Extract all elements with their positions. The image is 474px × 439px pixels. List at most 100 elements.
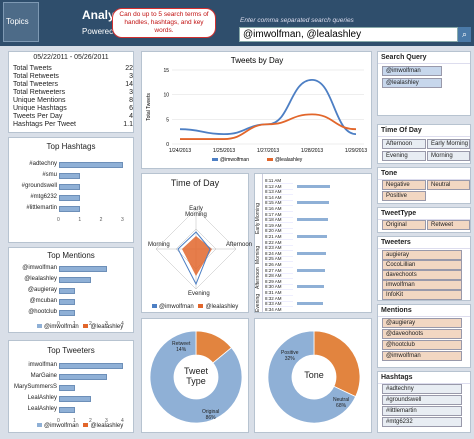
timeline-row: 8:25 AM [265,256,293,263]
radar-chart [155,208,237,290]
filter-chip[interactable]: Morning [427,151,470,161]
bar [59,184,81,190]
filter-chip[interactable]: CocoLillian [382,260,462,270]
timeline-bar [297,302,323,306]
filter-chip[interactable]: @imwolfman [382,351,462,361]
filter-chip[interactable]: @imwolfman [382,66,442,76]
filter-chip[interactable]: Positive [382,191,426,201]
filter-tone: Tone Negative Neutral Positive [377,167,471,204]
stat-row: Unique Hashtags 6 [13,105,133,112]
donut-slice [267,330,357,424]
logo: Topics [3,2,39,42]
filter-chip[interactable]: Retweet [427,220,470,230]
bar [59,162,123,168]
legend: @imwolfman @lealashley [152,304,238,310]
timeline-row: 8:18 AM [265,217,293,224]
date-range: 05/22/2011 - 05/26/2011 [33,54,109,61]
filter-title: TweetType [378,208,470,220]
timeline-bar [297,235,327,238]
filter-chip[interactable]: InfoKit [382,290,462,300]
y-axis-label: Total Tweets [146,93,152,121]
search-icon: ⌕ [461,29,468,39]
filter-chip[interactable]: #adtechny [382,384,462,394]
filter-title: Tone [378,168,470,180]
filter-chip[interactable]: @hootclub [382,340,462,350]
axis-tick: 1 [78,217,82,223]
filter-search-query: Search Query @imwolfman @lealashley [377,51,471,116]
bar-label: imwolfman [28,362,57,368]
filter-chip[interactable]: Neutral [427,180,470,190]
axis-tick: 2 [89,321,92,327]
filter-chip[interactable]: davechoots [382,270,462,280]
filter-chip[interactable]: imwolfman [382,280,462,290]
axis-tick: 0 [57,321,60,327]
filter-title: Time Of Day [378,125,470,137]
filter-title: Tweeters [378,237,470,249]
filter-chip[interactable]: Afternoon [382,139,426,149]
timeline-row: 8:23 AM [265,245,293,252]
filter-hashtags: Hashtags #adtechny #groundswell #littlem… [377,371,471,433]
filter-chip[interactable]: @daveohoots [382,329,462,339]
search-input[interactable] [239,27,458,42]
radar-label-afternoon: Afternoon [226,242,253,248]
stat-row: Hashtags Per Tweet 1.1 [13,121,133,128]
filter-chip[interactable]: #mtg6232 [382,417,462,427]
filter-chip[interactable]: @lealashley [382,78,442,88]
timeline-row: 8:14 AM [265,195,293,201]
radar-series-imwolfman [177,231,211,286]
filter-chip[interactable]: Evening [382,151,426,161]
bar-label: #adtechny [29,161,57,167]
x-tick: 1/27/2013 [257,148,279,154]
axis-tick: 2 [99,217,103,223]
bar-label: @mcuban [29,298,57,304]
filter-chip[interactable]: Negative [382,180,426,190]
bar [59,277,91,283]
tweets-by-day-panel: Tweets by Day Total Tweets 0 5 10 15 1/24/2013… [141,51,372,169]
timeline-row: 8:33 AM [265,301,293,308]
bar-label: #smu [42,172,57,178]
axis-tick: 4 [121,418,124,424]
y-tick: 10 [163,93,169,99]
radar-label-early: Early Morning [185,206,207,218]
tone-panel: Tone Positive 32% Neutral 68% [254,318,372,433]
x-tick: 1/25/2013 [213,148,235,154]
filter-chip[interactable]: @augieray [382,318,462,328]
bar [59,288,75,294]
radar-label-morning: Morning [148,242,170,248]
filter-chip[interactable]: #littlemartin [382,406,462,416]
axis-tick: 0 [57,217,60,223]
bar-label: @lealashley [24,276,57,282]
radar-series-lealashley [182,236,212,276]
timeline-group-column: Early Morning Morning Afternoon Evening [255,174,263,312]
filter-chip[interactable]: augieray [382,250,462,260]
bar-label: #groundswell [21,183,57,189]
donut-slice [149,330,243,424]
search-button[interactable]: ⌕ [458,27,471,42]
filter-chip[interactable]: Early Morning [427,139,470,149]
axis-tick: 0 [57,418,60,424]
panel-title: Time of Day [170,178,220,188]
x-tick: 1/28/2013 [301,148,323,154]
legend-swatch [267,158,273,161]
stat-row: Total Retweets 3 [13,73,133,80]
timeline-row: 8:32 AM [265,296,293,302]
bar [59,310,75,316]
timeline-row: 8:15 AM [265,200,293,207]
search-label: Enter comma separated search queries [240,17,354,24]
app-title: Analy [82,8,115,22]
stats-panel: 05/22/2011 - 05/26/2011 Total Tweets 22 T… [8,51,134,133]
filter-tweettype: TweetType Original Retweet [377,207,471,233]
filter-chip[interactable]: #groundswell [382,395,462,405]
y-tick: 15 [163,68,169,74]
filter-chip[interactable]: Original [382,220,426,230]
y-tick: 0 [166,142,169,148]
stat-row: Total Tweets 22 [13,65,133,72]
bar-label: @augieray [27,287,57,293]
axis-tick: 1 [73,418,76,424]
timeline-bar [297,184,330,188]
stat-row: Unique Mentions 8 [13,97,133,104]
bar-label: MarGaine [30,373,57,379]
panel-title: Top Tweeters [47,346,95,355]
axis-tick: 3 [105,321,108,327]
axis-tick: 1 [73,321,76,327]
